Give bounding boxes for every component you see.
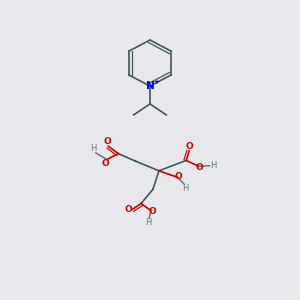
Text: H: H: [182, 184, 189, 193]
Text: O: O: [175, 172, 183, 181]
Text: H: H: [145, 218, 151, 227]
Text: O: O: [196, 163, 203, 172]
Text: O: O: [185, 142, 193, 151]
Text: O: O: [124, 205, 132, 214]
Text: H: H: [90, 144, 96, 153]
Text: H: H: [210, 161, 217, 170]
Text: O: O: [103, 137, 111, 146]
Text: O: O: [102, 159, 110, 168]
Text: +: +: [154, 79, 160, 85]
Text: N: N: [146, 80, 154, 91]
Text: O: O: [148, 207, 156, 216]
